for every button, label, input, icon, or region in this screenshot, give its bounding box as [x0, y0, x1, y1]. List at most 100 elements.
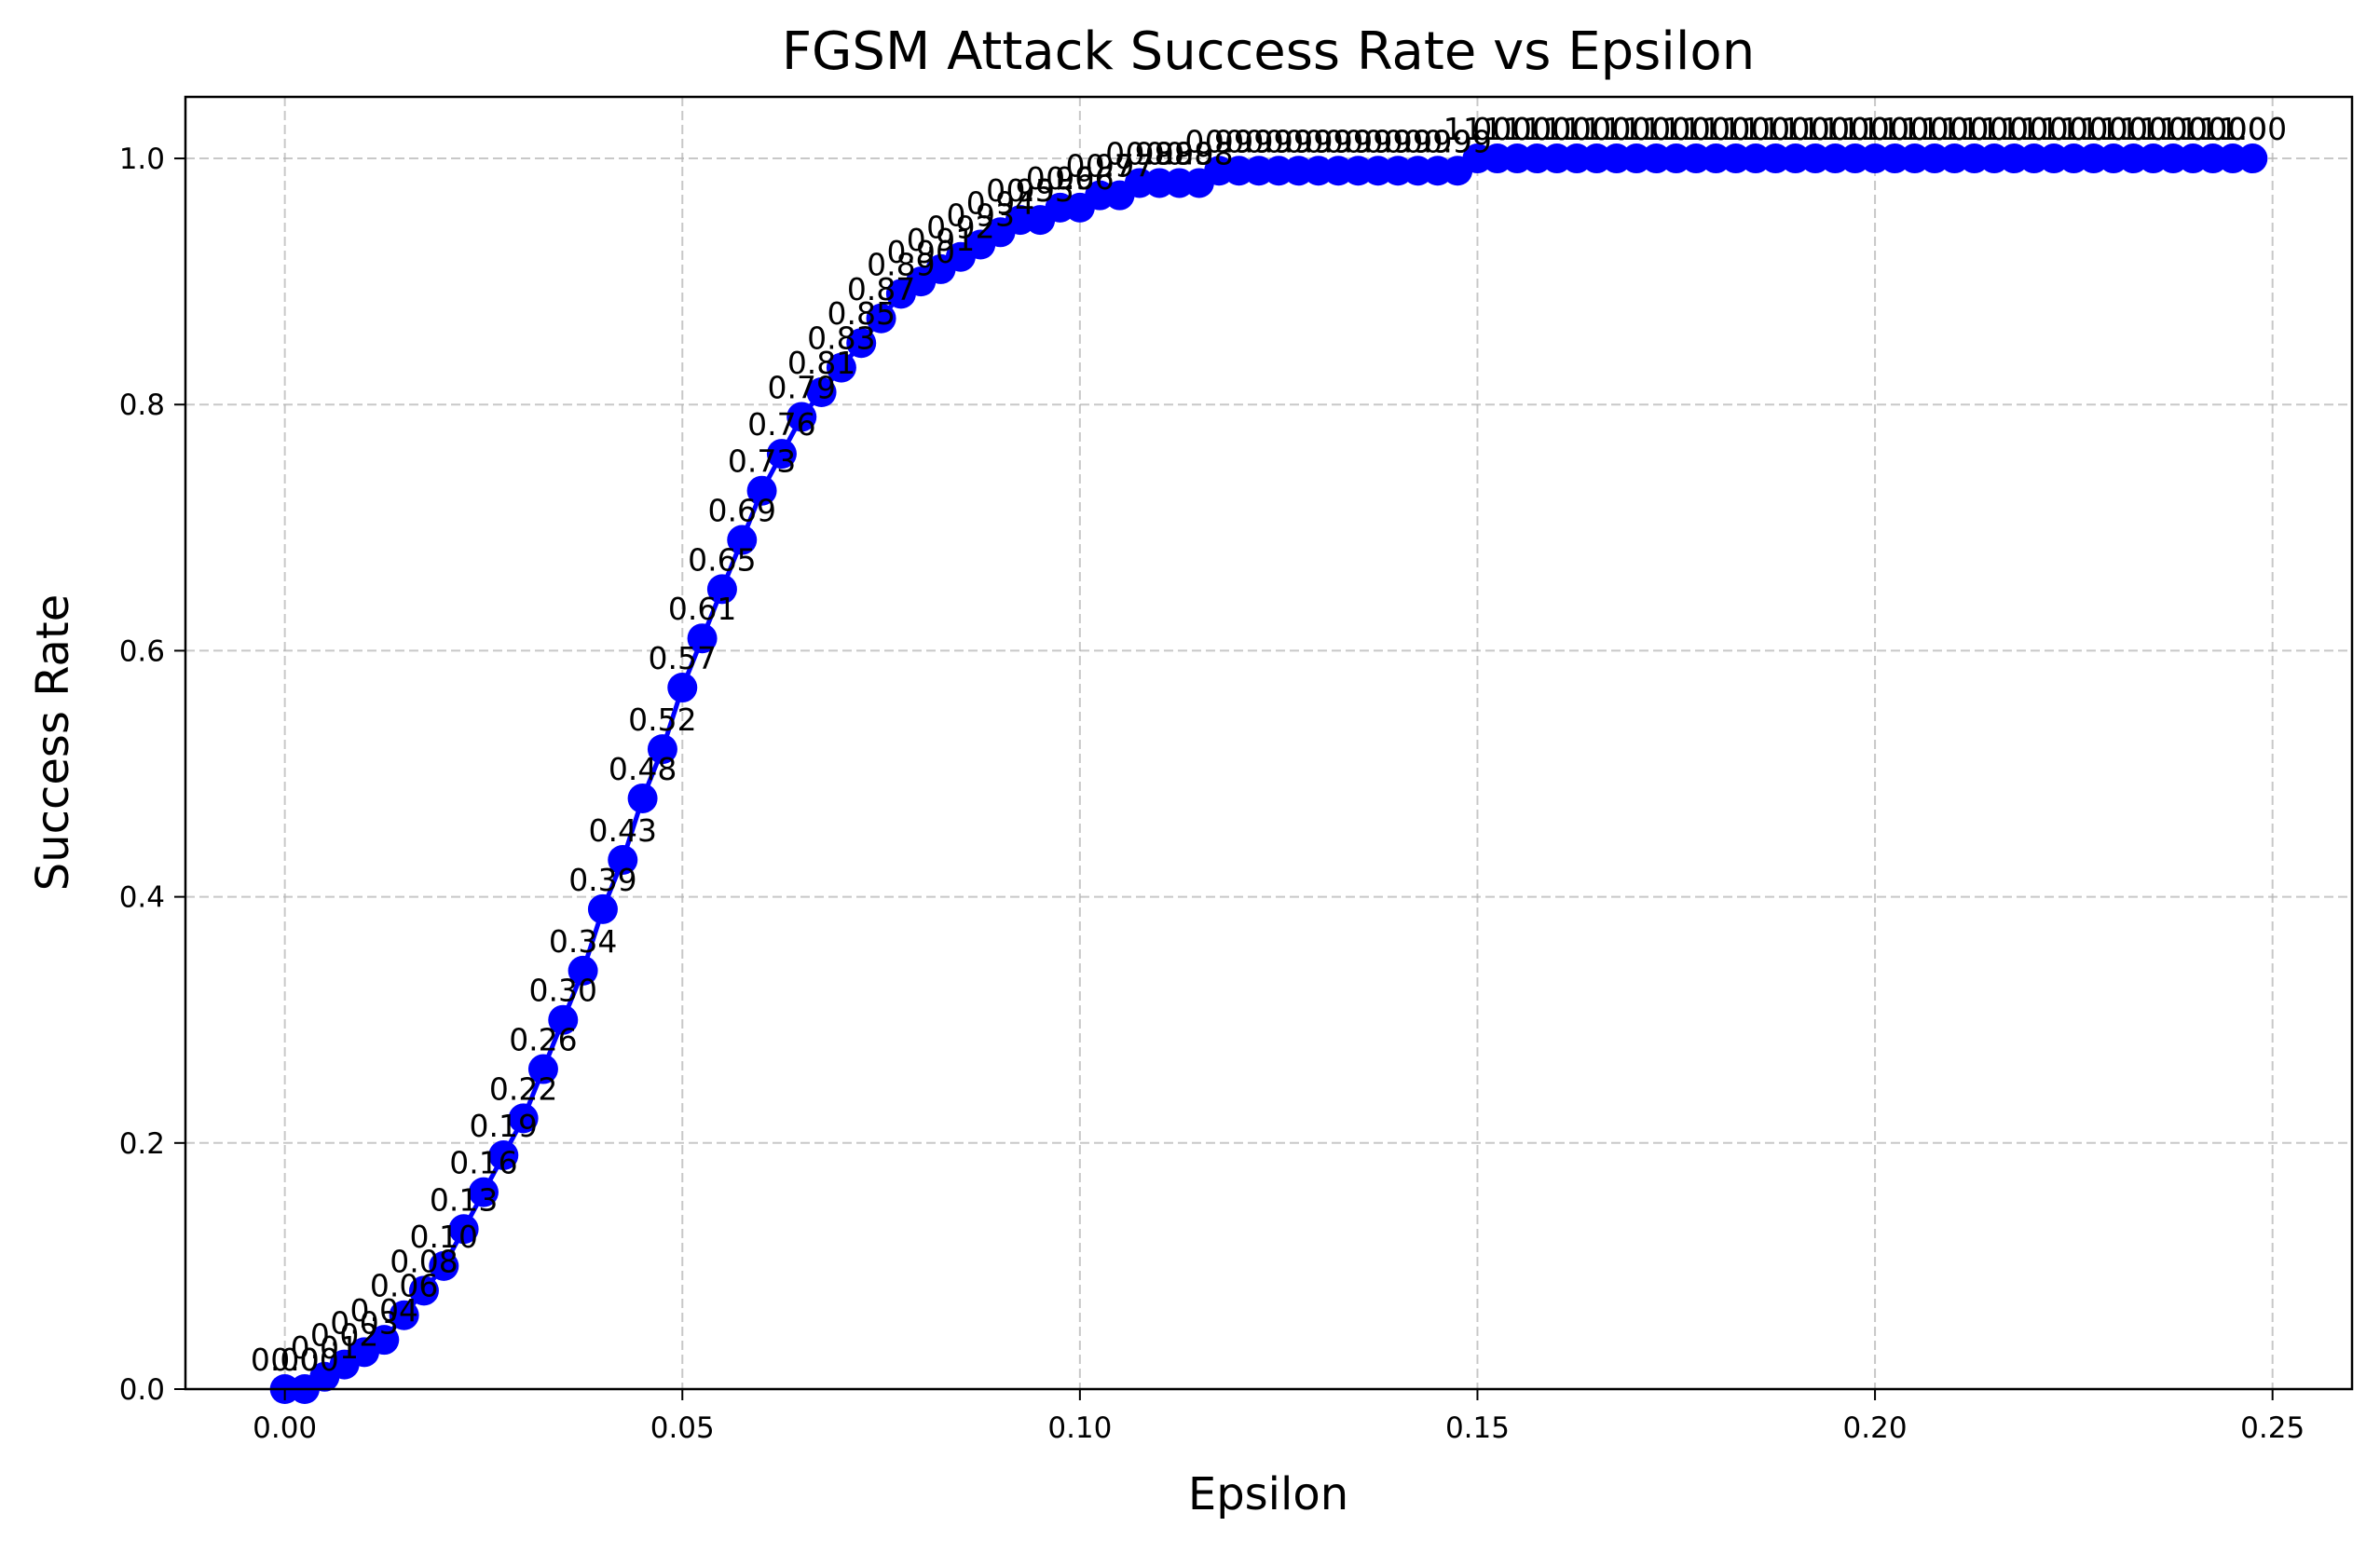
- data-label: 1.00: [1443, 111, 1511, 147]
- data-label: 1.00: [1801, 111, 1869, 147]
- data-label: 1.00: [1821, 111, 1889, 147]
- data-point: [408, 1275, 439, 1306]
- x-tick-label: 0.10: [1047, 1411, 1112, 1445]
- data-label: 0.99: [1344, 123, 1412, 159]
- x-tick-label: 0.25: [2240, 1411, 2305, 1445]
- y-tick-label: 1.0: [119, 143, 165, 176]
- data-label: 1.00: [1940, 111, 2008, 147]
- data-label: 0.10: [410, 1219, 478, 1255]
- data-label: 1.00: [2198, 111, 2266, 147]
- x-tick-label: 0.20: [1843, 1411, 1908, 1445]
- data-label: 0.99: [1384, 123, 1452, 159]
- data-label: 0.96: [1046, 160, 1114, 197]
- data-label: 1.00: [1523, 111, 1591, 147]
- data-label: 0.19: [470, 1108, 538, 1144]
- data-point: [527, 1054, 558, 1084]
- data-label: 1.00: [1682, 111, 1750, 147]
- data-label: 1.00: [1881, 111, 1949, 147]
- data-label: 0.76: [747, 406, 815, 443]
- data-label: 1.00: [1463, 111, 1531, 147]
- data-label: 0.97: [1065, 148, 1133, 184]
- data-label: 0.22: [489, 1070, 557, 1107]
- data-label: 1.00: [2179, 111, 2247, 147]
- data-label: 0.99: [1184, 123, 1252, 159]
- data-label: 1.00: [1542, 111, 1610, 147]
- data-label: 1.00: [2079, 111, 2147, 147]
- data-label: 1.00: [1563, 111, 1631, 147]
- data-label: 0.81: [787, 345, 855, 381]
- x-tick-label: 0.15: [1445, 1411, 1510, 1445]
- y-tick-label: 0.2: [119, 1127, 165, 1161]
- data-label: 0.95: [986, 172, 1054, 209]
- data-label: 0.95: [1005, 172, 1074, 209]
- data-label: 0.83: [807, 320, 875, 357]
- data-label: 1.00: [1602, 111, 1670, 147]
- data-point: [826, 352, 856, 383]
- y-axis-ticks: 0.0 0.2 0.4 0.6 0.8 1.0: [119, 143, 185, 1407]
- data-label: 1.00: [1861, 111, 1929, 147]
- data-point: [508, 1103, 539, 1134]
- data-label: 0.99: [1363, 123, 1431, 159]
- data-point: [786, 402, 817, 432]
- data-point: [846, 328, 877, 359]
- data-label: 1.00: [1503, 111, 1571, 147]
- data-label: 0.00: [251, 1342, 319, 1378]
- data-point: [727, 525, 758, 555]
- y-tick-label: 0.4: [119, 881, 165, 915]
- data-point: [369, 1325, 400, 1356]
- data-label: 0.92: [926, 210, 994, 246]
- data-label: 1.00: [2139, 111, 2207, 147]
- data-label: 0.99: [1423, 123, 1491, 159]
- data-label: 1.00: [1840, 111, 1908, 147]
- data-label: 1.00: [1742, 111, 1810, 147]
- data-label: 1.00: [1960, 111, 2028, 147]
- data-label: 1.00: [1662, 111, 1730, 147]
- y-tick-label: 0.8: [119, 388, 165, 422]
- data-label: 1.00: [1622, 111, 1690, 147]
- data-label: 0.93: [946, 198, 1014, 234]
- y-axis-label: Success Rate: [27, 594, 79, 892]
- data-point: [806, 377, 837, 408]
- data-label: 0.57: [649, 640, 717, 676]
- data-label: 1.00: [2019, 111, 2087, 147]
- data-label: 1.00: [2059, 111, 2127, 147]
- data-label: 0.98: [1105, 135, 1173, 171]
- data-label: 0.99: [1284, 123, 1352, 159]
- data-label: 0.61: [668, 591, 736, 627]
- data-point: [488, 1140, 519, 1171]
- data-label: 0.99: [1224, 123, 1293, 159]
- data-label: 0.73: [728, 443, 796, 480]
- data-label: 0.06: [370, 1268, 438, 1304]
- data-point: [687, 623, 718, 654]
- x-tick-label: 0.05: [650, 1411, 715, 1445]
- data-point: [608, 844, 638, 875]
- data-label: 0.39: [568, 862, 636, 898]
- data-label: 1.00: [1702, 111, 1770, 147]
- data-label: 0.99: [1205, 123, 1273, 159]
- data-label: 1.00: [1483, 111, 1551, 147]
- data-label: 0.04: [350, 1292, 418, 1329]
- data-label: 1.00: [1921, 111, 1989, 147]
- data-label: 0.69: [708, 493, 776, 529]
- data-label: 0.96: [1026, 160, 1094, 197]
- data-label: 0.52: [628, 702, 696, 738]
- data-label: 0.87: [847, 271, 915, 307]
- data-labels: 0.000.000.010.020.030.040.060.080.100.13…: [251, 111, 2287, 1378]
- x-tick-label: 0.00: [253, 1411, 317, 1445]
- data-point: [548, 1004, 579, 1035]
- data-point: [448, 1214, 479, 1245]
- data-label: 0.13: [430, 1181, 498, 1218]
- data-label: 0.79: [767, 369, 835, 405]
- data-label: 1.00: [1900, 111, 1968, 147]
- data-label: 0.43: [589, 812, 657, 849]
- data-label: 0.65: [688, 541, 756, 578]
- data-label: 1.00: [1980, 111, 2048, 147]
- data-point: [746, 475, 777, 506]
- data-label: 0.30: [529, 973, 597, 1009]
- data-label: 0.48: [609, 751, 677, 787]
- data-point: [568, 955, 598, 986]
- data-label: 1.00: [1582, 111, 1650, 147]
- data-label: 0.98: [1165, 135, 1233, 171]
